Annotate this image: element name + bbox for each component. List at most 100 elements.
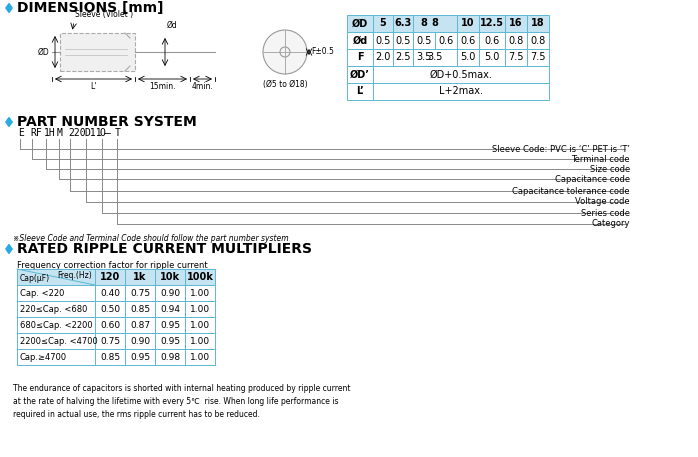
Bar <box>95 285 125 301</box>
Bar <box>479 32 505 49</box>
Text: 120: 120 <box>100 272 120 282</box>
Text: Cap(μF): Cap(μF) <box>20 274 50 283</box>
Bar <box>185 317 215 333</box>
Text: 0.95: 0.95 <box>160 320 180 329</box>
Text: L': L' <box>90 82 97 91</box>
Text: 2.0: 2.0 <box>376 53 391 63</box>
Circle shape <box>280 47 290 57</box>
Text: The endurance of capacitors is shorted with internal heating produced by ripple : The endurance of capacitors is shorted w… <box>13 384 350 420</box>
Bar <box>505 49 527 66</box>
Text: Capacitance code: Capacitance code <box>555 175 630 184</box>
Text: ØD+0.5max.: ØD+0.5max. <box>429 69 492 80</box>
Text: 5.0: 5.0 <box>460 53 476 63</box>
Bar <box>17 285 95 301</box>
Bar <box>155 301 185 317</box>
Text: ØD: ØD <box>38 48 50 57</box>
Polygon shape <box>6 244 12 254</box>
Text: 1.00: 1.00 <box>190 336 210 345</box>
Bar <box>505 15 527 32</box>
Bar <box>413 49 435 66</box>
Text: 0.40: 0.40 <box>100 288 120 298</box>
Bar <box>155 333 185 349</box>
Bar <box>17 269 95 285</box>
Bar <box>457 15 479 32</box>
Bar <box>17 349 95 365</box>
Text: 0.85: 0.85 <box>130 304 150 314</box>
Bar <box>17 333 95 349</box>
Bar <box>185 285 215 301</box>
Text: Ød: Ød <box>167 21 178 30</box>
Bar <box>373 15 393 32</box>
Text: 8: 8 <box>431 18 438 28</box>
Bar <box>155 285 185 301</box>
Text: Sleeve Code: PVC is ‘C’ PET is ‘T’: Sleeve Code: PVC is ‘C’ PET is ‘T’ <box>492 144 630 154</box>
Text: RATED RIPPLE CURRENT MULTIPLIERS: RATED RIPPLE CURRENT MULTIPLIERS <box>17 242 312 256</box>
Text: 0.75: 0.75 <box>130 288 150 298</box>
Bar <box>125 285 155 301</box>
Bar <box>479 15 505 32</box>
Text: Size code: Size code <box>590 165 630 174</box>
Polygon shape <box>6 4 12 12</box>
Bar <box>185 269 215 285</box>
Text: 12.5: 12.5 <box>480 18 504 28</box>
Text: 220≤Cap. <680: 220≤Cap. <680 <box>20 304 87 314</box>
Text: 10k: 10k <box>160 272 180 282</box>
Bar <box>527 32 549 49</box>
Text: 0.5: 0.5 <box>395 36 410 46</box>
Text: L+2max.: L+2max. <box>439 86 483 96</box>
Text: Terminal code: Terminal code <box>572 154 630 164</box>
Bar <box>527 49 549 66</box>
Bar <box>60 33 135 71</box>
Text: 4min.: 4min. <box>192 82 214 91</box>
Bar <box>347 66 373 83</box>
Bar <box>155 349 185 365</box>
Text: (Ø5 to Ø18): (Ø5 to Ø18) <box>262 80 307 89</box>
Bar <box>17 301 95 317</box>
Text: Series code: Series code <box>581 208 630 218</box>
Bar <box>347 15 373 32</box>
Text: Cap. <220: Cap. <220 <box>20 288 64 298</box>
Text: 5: 5 <box>380 18 387 28</box>
Text: 8: 8 <box>421 18 427 28</box>
Text: 0.5: 0.5 <box>416 36 431 46</box>
Text: F: F <box>357 53 364 63</box>
Bar <box>95 349 125 365</box>
Text: 0.87: 0.87 <box>130 320 150 329</box>
Bar <box>347 49 373 66</box>
Text: 680≤Cap. <2200: 680≤Cap. <2200 <box>20 320 93 329</box>
Text: 5.0: 5.0 <box>484 53 500 63</box>
Text: PART NUMBER SYSTEM: PART NUMBER SYSTEM <box>17 115 197 129</box>
Bar <box>155 269 185 285</box>
Text: 1.00: 1.00 <box>190 304 210 314</box>
Bar <box>185 349 215 365</box>
Bar <box>185 333 215 349</box>
Text: DIMENSIONS [mm]: DIMENSIONS [mm] <box>17 1 163 15</box>
Text: 0.6: 0.6 <box>438 36 454 46</box>
Text: 0.8: 0.8 <box>530 36 546 46</box>
Bar <box>155 317 185 333</box>
Text: 10: 10 <box>461 18 475 28</box>
Text: O—: O— <box>100 128 112 138</box>
Text: 3.5: 3.5 <box>416 53 431 63</box>
Text: Ød: Ød <box>352 36 368 46</box>
Text: 15min.: 15min. <box>149 82 176 91</box>
Text: 16: 16 <box>510 18 523 28</box>
Bar <box>413 15 435 32</box>
Text: 1.00: 1.00 <box>190 320 210 329</box>
Text: ØD’: ØD’ <box>350 69 370 80</box>
Bar <box>373 32 393 49</box>
Text: Capacitance tolerance code: Capacitance tolerance code <box>512 186 630 196</box>
Text: 0.95: 0.95 <box>130 352 150 361</box>
Bar <box>373 66 549 83</box>
Text: RF: RF <box>30 128 42 138</box>
Text: Cap.≥4700: Cap.≥4700 <box>20 352 67 361</box>
Bar <box>393 15 413 32</box>
Text: E: E <box>18 128 24 138</box>
Bar <box>527 15 549 32</box>
Text: 0.5: 0.5 <box>376 36 391 46</box>
Bar <box>413 15 457 32</box>
Text: Frequency correction factor for ripple current: Frequency correction factor for ripple c… <box>17 261 207 270</box>
Text: ØD: ØD <box>352 18 368 28</box>
Bar <box>125 349 155 365</box>
Text: 0.98: 0.98 <box>160 352 180 361</box>
